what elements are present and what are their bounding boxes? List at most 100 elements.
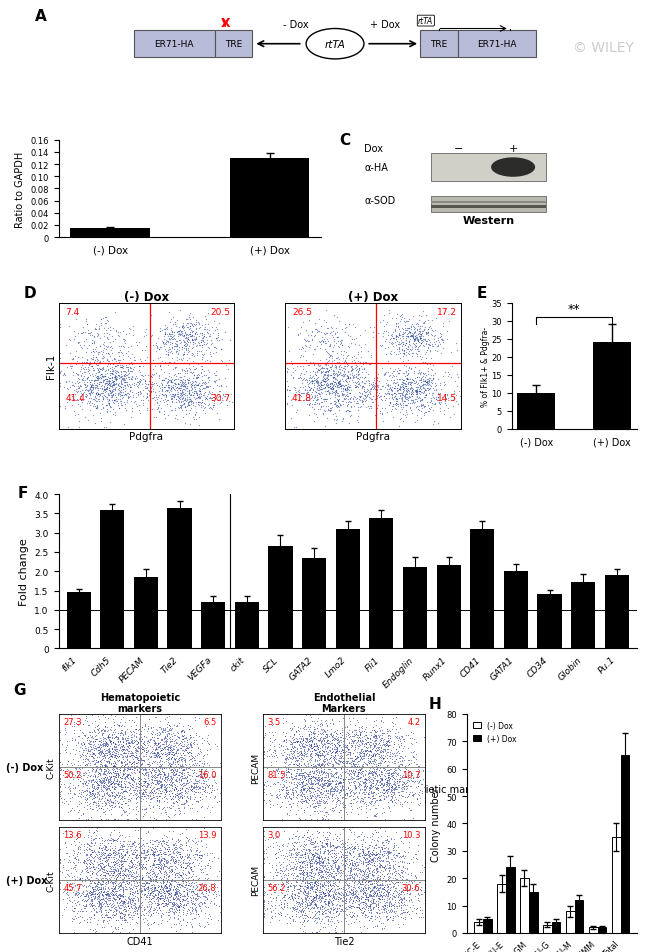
Point — [78, 884, 88, 900]
Point — [98, 864, 108, 880]
Point — [297, 767, 307, 783]
Point — [91, 378, 101, 393]
Point — [391, 391, 402, 407]
Point — [81, 903, 91, 919]
Point — [318, 878, 329, 893]
Point — [313, 878, 323, 893]
Point — [363, 357, 374, 372]
Point — [75, 724, 85, 739]
Point — [103, 754, 114, 769]
Point — [108, 385, 118, 400]
Point — [384, 780, 394, 795]
Point — [166, 738, 176, 753]
Point — [259, 892, 269, 907]
Point — [178, 879, 188, 894]
Point — [142, 842, 153, 857]
Point — [161, 378, 171, 393]
Point — [168, 747, 179, 763]
Point — [343, 841, 353, 856]
Point — [392, 364, 402, 379]
Point — [135, 770, 146, 785]
Point — [105, 335, 116, 350]
Point — [318, 722, 328, 737]
Point — [360, 767, 370, 783]
Point — [133, 772, 143, 787]
Point — [124, 791, 134, 806]
Point — [382, 884, 393, 900]
Point — [385, 380, 395, 395]
Point — [120, 367, 131, 383]
Point — [98, 372, 109, 387]
Point — [122, 757, 133, 772]
Point — [117, 770, 127, 785]
Point — [189, 750, 200, 765]
Point — [116, 905, 127, 921]
Point — [72, 374, 83, 389]
Point — [154, 801, 164, 816]
Point — [295, 367, 306, 383]
Point — [345, 853, 356, 868]
Point — [348, 332, 359, 347]
Point — [192, 315, 203, 330]
Point — [175, 389, 185, 405]
Point — [292, 706, 303, 722]
Point — [407, 328, 417, 344]
Point — [156, 786, 166, 802]
Text: 17.2: 17.2 — [437, 307, 457, 316]
Point — [185, 319, 196, 334]
Point — [183, 375, 193, 390]
Point — [87, 785, 98, 801]
Point — [420, 771, 430, 786]
Point — [359, 731, 370, 746]
Point — [259, 851, 269, 866]
Point — [320, 870, 331, 885]
Point — [129, 898, 139, 913]
Point — [267, 724, 278, 740]
Point — [160, 387, 170, 402]
Point — [311, 860, 322, 875]
Point — [369, 888, 379, 903]
Point — [188, 733, 199, 748]
Point — [388, 368, 398, 384]
Point — [100, 316, 110, 331]
Point — [102, 746, 112, 762]
Point — [380, 790, 391, 805]
Point — [318, 399, 328, 414]
Point — [315, 861, 326, 876]
Point — [107, 384, 117, 399]
Point — [317, 848, 327, 863]
Point — [435, 337, 445, 352]
Point — [116, 380, 126, 395]
Point — [75, 871, 86, 886]
Point — [424, 371, 435, 387]
Point — [89, 335, 99, 350]
Point — [84, 774, 95, 789]
Point — [263, 876, 274, 891]
Point — [331, 744, 341, 760]
Point — [385, 883, 395, 898]
Point — [188, 889, 198, 904]
Point — [83, 772, 93, 787]
Point — [104, 782, 114, 797]
Point — [363, 870, 373, 885]
Point — [331, 742, 341, 757]
Point — [183, 372, 194, 387]
Point — [352, 741, 363, 756]
Point — [180, 330, 190, 346]
Point — [266, 748, 277, 764]
Point — [181, 732, 192, 747]
Point — [324, 904, 335, 920]
Point — [109, 742, 119, 757]
Point — [185, 387, 196, 403]
Point — [310, 910, 320, 925]
Point — [376, 741, 386, 756]
Point — [137, 756, 148, 771]
Point — [300, 323, 311, 338]
Point — [318, 879, 328, 894]
Point — [114, 339, 124, 354]
Point — [296, 765, 307, 781]
Point — [347, 895, 358, 910]
Point — [122, 748, 133, 764]
Point — [424, 338, 435, 353]
Point — [88, 824, 99, 840]
